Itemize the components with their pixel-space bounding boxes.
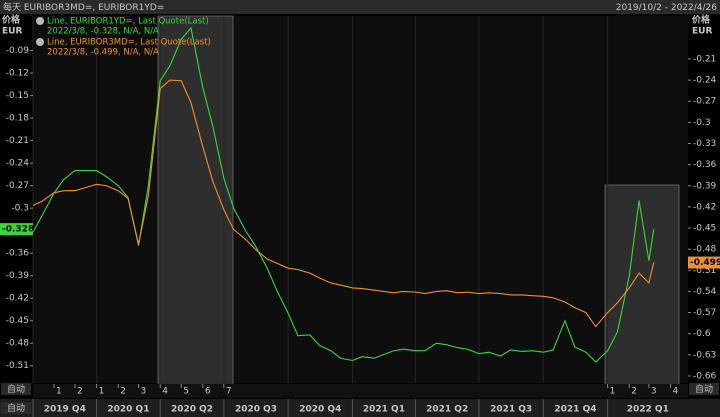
y2-tick-label: -0.3 xyxy=(693,118,711,128)
quarter-label: 2022 Q1 xyxy=(627,405,669,415)
last-value-label: -0.499 xyxy=(690,258,720,268)
y2-tick-label: -0.51 xyxy=(693,266,716,276)
quarter-axis-bar xyxy=(0,399,720,417)
x-tick-label: 4 xyxy=(162,387,168,397)
y2-tick-label: -0.63 xyxy=(693,350,716,360)
quarter-label: 2021 Q4 xyxy=(554,405,596,415)
y2-tick-label: -0.66 xyxy=(693,371,717,381)
x-tick-label: 3 xyxy=(141,387,147,397)
last-value-label: -0.328 xyxy=(2,225,34,235)
legend-detail: 2022/3/8, -0.328, N/A, N/A xyxy=(47,27,159,37)
x-tick-label: 6 xyxy=(205,387,211,397)
auto-button-label[interactable]: 自动 xyxy=(7,402,25,414)
y-tick-label: -0.3 xyxy=(11,204,29,214)
last-value-marker xyxy=(0,223,33,236)
x-tick-label: 3 xyxy=(651,387,657,397)
quarter-label: 2019 Q4 xyxy=(44,405,86,415)
header-bar xyxy=(0,0,720,14)
y2-tick-label: -0.24 xyxy=(693,76,717,86)
month-axis-bar xyxy=(33,384,688,398)
x-tick-label: 2 xyxy=(120,387,126,397)
y-tick-label: -0.24 xyxy=(6,159,30,169)
legend-icon[interactable] xyxy=(36,38,44,46)
y2-tick-label: -0.36 xyxy=(693,160,717,170)
x-tick-label: 1 xyxy=(610,387,616,397)
auto-button-label[interactable]: 自动 xyxy=(695,383,713,395)
y-tick-label: -0.09 xyxy=(6,46,30,56)
y2-tick-label: -0.21 xyxy=(693,54,716,64)
auto-button-label[interactable]: 自动 xyxy=(7,383,25,395)
series-line xyxy=(33,79,655,328)
last-value-marker xyxy=(688,256,720,269)
x-tick-label: 1 xyxy=(99,387,105,397)
y2-tick-label: -0.57 xyxy=(693,308,716,318)
x-tick-label: 1 xyxy=(56,387,62,397)
y-tick-label: -0.12 xyxy=(6,69,29,79)
y-tick-label: -0.36 xyxy=(6,249,30,259)
legend-icon[interactable] xyxy=(36,17,44,25)
y2-tick-label: -0.39 xyxy=(693,181,717,191)
y2-tick-label: -0.48 xyxy=(693,245,717,255)
y2-tick-label: -0.42 xyxy=(693,202,716,212)
y2-tick-label: -0.45 xyxy=(693,224,716,234)
x-tick-label: 4 xyxy=(673,387,679,397)
x-tick-label: 7 xyxy=(226,387,232,397)
y2-tick-label: -0.27 xyxy=(693,97,716,107)
y-axis-unit: EUR xyxy=(2,27,22,37)
x-tick-label: 5 xyxy=(183,387,189,397)
y-tick-label: -0.18 xyxy=(6,114,30,124)
quarter-label: 2020 Q1 xyxy=(107,405,149,415)
y2-axis-unit: EUR xyxy=(692,27,712,37)
quarter-label: 2020 Q4 xyxy=(299,405,341,415)
legend-name[interactable]: Line, EURIBOR3MD=, Last Quote(Last) xyxy=(47,38,211,48)
plot-area xyxy=(33,16,688,383)
quarter-label: 2020 Q2 xyxy=(171,405,213,415)
header-title: 每天 EURIBOR3MD=, EURIBOR1YD= xyxy=(3,1,164,13)
y-tick-label: -0.48 xyxy=(6,339,30,349)
quarter-label: 2021 Q1 xyxy=(363,405,405,415)
y-tick-label: -0.15 xyxy=(6,91,29,101)
x-tick-label: 2 xyxy=(77,387,83,397)
legend-name[interactable]: Line, EURIBOR1YD=, Last Quote(Last) xyxy=(47,17,209,27)
header-date-range: 2019/10/2 - 2022/4/26 xyxy=(616,3,718,13)
legend-detail: 2022/3/8, -0.499, N/A, N/A xyxy=(47,48,159,58)
auto-button[interactable] xyxy=(1,402,31,414)
highlight-region xyxy=(157,15,234,393)
y2-tick-label: -0.33 xyxy=(693,139,716,149)
quarter-label: 2021 Q2 xyxy=(426,405,468,415)
y-tick-label: -0.39 xyxy=(6,271,30,281)
y2-axis-label: 价格 xyxy=(692,14,711,26)
y-tick-label: -0.21 xyxy=(6,136,29,146)
y-tick-label: -0.51 xyxy=(6,361,29,371)
y2-tick-label: -0.54 xyxy=(693,287,717,297)
y-tick-label: -0.42 xyxy=(6,294,29,304)
auto-button[interactable] xyxy=(689,383,719,395)
auto-button[interactable] xyxy=(1,383,31,395)
quarter-label: 2020 Q3 xyxy=(235,405,277,415)
y-tick-label: -0.45 xyxy=(6,316,29,326)
y-tick-label: -0.27 xyxy=(6,181,29,191)
quarter-label: 2021 Q3 xyxy=(490,405,532,415)
x-tick-label: 2 xyxy=(631,387,637,397)
y-axis-label: 价格 xyxy=(2,14,21,26)
y2-tick-label: -0.6 xyxy=(693,329,711,339)
